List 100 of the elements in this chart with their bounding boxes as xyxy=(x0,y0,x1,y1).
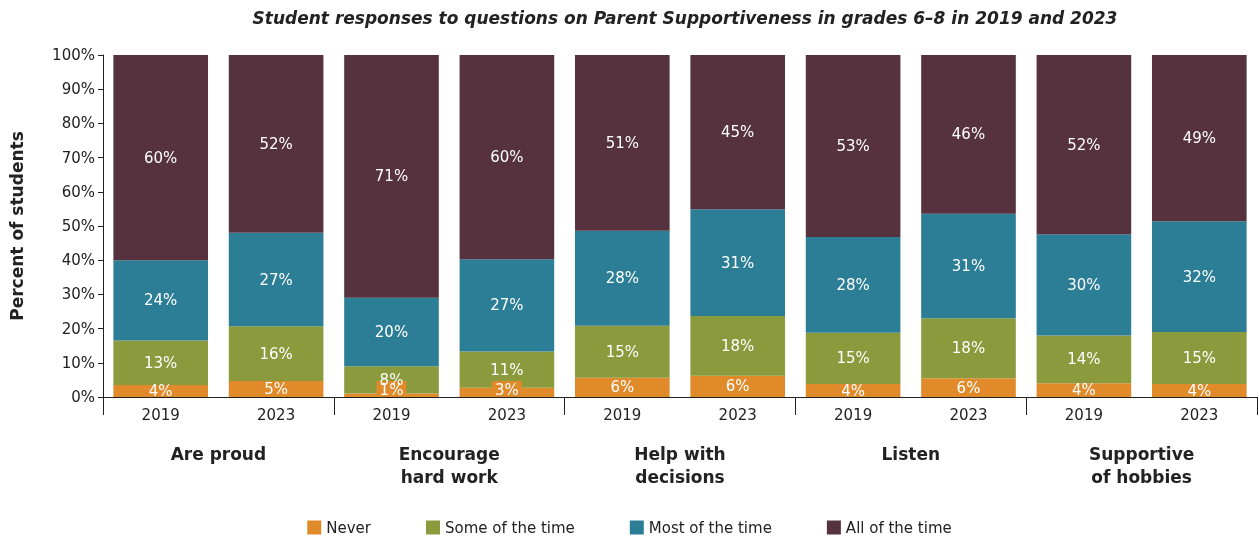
x-tick-label: 2019 xyxy=(834,405,873,424)
data-label: 15% xyxy=(605,342,639,361)
data-label: 52% xyxy=(1067,135,1101,154)
bar xyxy=(344,297,439,367)
data-label: 45% xyxy=(721,123,755,142)
data-label: 4% xyxy=(148,382,173,401)
data-label: 27% xyxy=(490,296,524,315)
data-label: 24% xyxy=(144,291,178,310)
data-label: 18% xyxy=(721,336,755,355)
bar xyxy=(921,378,1016,397)
legend-label: Some of the time xyxy=(444,518,575,537)
bar xyxy=(574,377,670,397)
bar xyxy=(690,55,786,210)
x-tick-label: 2023 xyxy=(949,405,988,424)
data-label: 13% xyxy=(144,353,178,372)
x-tick-label: 2023 xyxy=(487,405,526,424)
y-tick-label: 50% xyxy=(61,217,95,235)
text: Supportive of hobbies xyxy=(1088,443,1195,487)
legend-label: Most of the time xyxy=(648,518,772,537)
x-tick-label: 2019 xyxy=(141,405,180,424)
bar xyxy=(574,55,670,231)
bar xyxy=(459,55,555,260)
bar xyxy=(1151,221,1247,333)
data-label: 52% xyxy=(259,134,293,153)
y-tick-label: 20% xyxy=(61,319,95,338)
x-tick-label: 2019 xyxy=(603,405,642,424)
bar xyxy=(1151,332,1247,384)
legend-label: Never xyxy=(326,518,372,537)
data-label: 27% xyxy=(259,270,293,289)
data-label: 15% xyxy=(836,349,870,368)
data-label: 16% xyxy=(259,344,293,363)
data-label: 5% xyxy=(264,379,288,398)
data-label: 49% xyxy=(1182,129,1216,148)
x-tick-label: 2019 xyxy=(1064,405,1103,424)
bar xyxy=(805,55,901,237)
bar xyxy=(228,232,324,327)
y-tick-label: 0% xyxy=(71,388,95,406)
data-label: 6% xyxy=(956,378,981,397)
data-label: 32% xyxy=(1182,267,1216,286)
y-tick-label: 100% xyxy=(52,46,95,64)
data-label: 28% xyxy=(836,275,870,294)
bar xyxy=(344,55,439,298)
chart-title: Student responses to questions on Parent Supportiveness in grades 6–8 in 2019 and 2023 xyxy=(252,7,1118,28)
text: Help with decisions xyxy=(634,443,726,487)
bar xyxy=(921,55,1016,214)
bar xyxy=(1036,55,1132,235)
data-label: 11% xyxy=(490,360,524,379)
y-tick-label: 80% xyxy=(61,114,95,133)
x-tick-label: 2019 xyxy=(372,405,411,424)
y-tick-label: 10% xyxy=(61,353,95,372)
data-label: 18% xyxy=(951,339,986,358)
data-label: 4% xyxy=(841,381,865,400)
bar xyxy=(574,230,670,326)
bar xyxy=(805,332,901,384)
bar xyxy=(1151,55,1247,222)
bar xyxy=(459,259,555,352)
data-label: 6% xyxy=(725,377,750,396)
y-tick-label: 60% xyxy=(61,182,95,201)
x-tick-label: 2023 xyxy=(718,405,757,424)
x-tick-label: 2023 xyxy=(1180,405,1219,424)
text: Listen xyxy=(881,443,941,464)
bar xyxy=(1036,383,1132,397)
bar xyxy=(805,236,901,333)
data-label: 4% xyxy=(1187,381,1212,400)
y-tick-label: 70% xyxy=(61,148,95,167)
bar xyxy=(113,260,209,341)
bar xyxy=(228,55,324,233)
data-label: 28% xyxy=(605,269,639,288)
bar xyxy=(1036,234,1132,336)
data-label: 51% xyxy=(605,133,639,152)
bar xyxy=(921,213,1016,319)
data-label: 46% xyxy=(951,125,986,144)
bar xyxy=(690,315,786,376)
bar xyxy=(574,325,670,378)
bar xyxy=(228,326,324,381)
bar xyxy=(113,340,209,386)
y-axis-title: Percent of students xyxy=(6,131,27,321)
y-tick-label: 30% xyxy=(61,285,95,304)
bar xyxy=(113,55,209,261)
data-label: 4% xyxy=(1072,381,1096,400)
data-label: 30% xyxy=(1067,275,1101,294)
data-label: 71% xyxy=(374,167,409,186)
y-tick-label: 90% xyxy=(61,80,95,99)
bar xyxy=(1036,335,1132,384)
bar xyxy=(921,318,1016,379)
bar xyxy=(690,375,786,397)
data-label: 14% xyxy=(1067,350,1101,369)
data-label: 60% xyxy=(490,148,524,167)
data-label: 15% xyxy=(1182,349,1216,368)
x-tick-label: 2023 xyxy=(257,405,296,424)
legend-label: All of the time xyxy=(845,518,952,537)
data-label: 31% xyxy=(951,257,986,276)
data-label: 6% xyxy=(610,378,635,397)
data-label: 31% xyxy=(721,253,755,272)
bar xyxy=(690,209,786,316)
data-label: 60% xyxy=(144,148,178,167)
text: Encourage hard work xyxy=(398,443,500,487)
text: Are proud xyxy=(170,443,267,464)
data-label: 53% xyxy=(836,136,870,155)
data-label: 20% xyxy=(374,323,409,342)
